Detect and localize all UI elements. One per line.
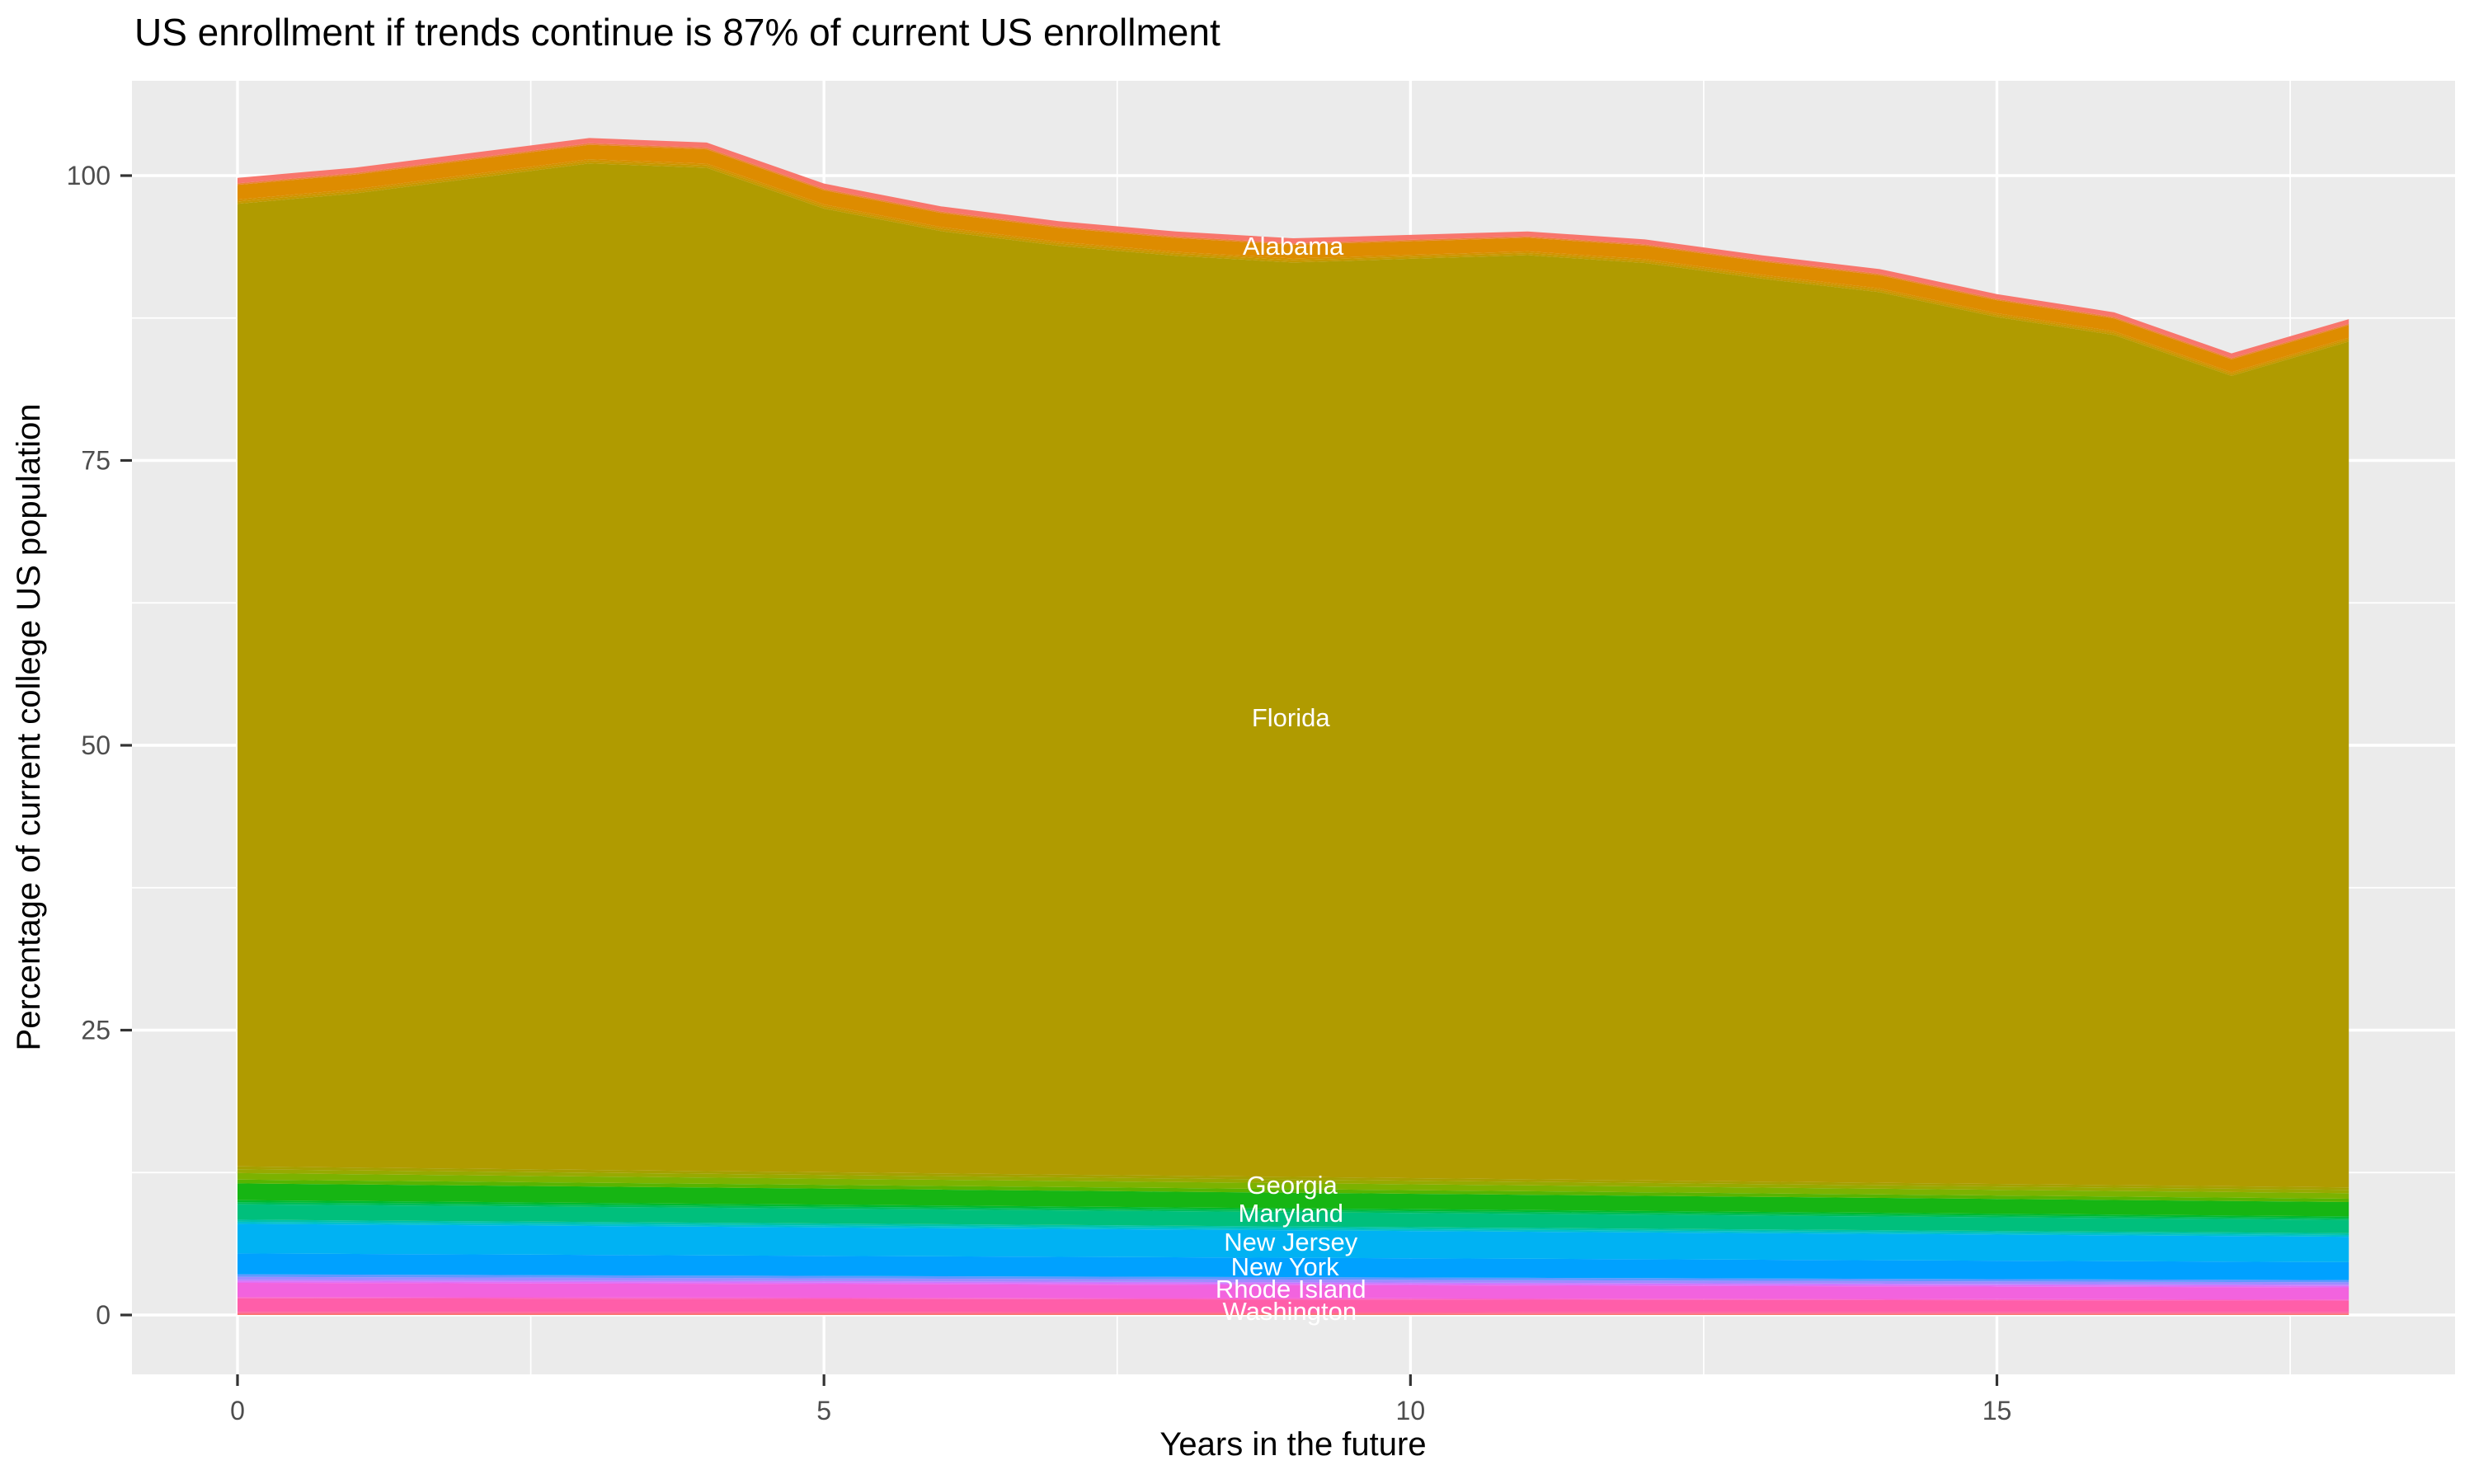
x-tick-label: 0 <box>230 1396 245 1425</box>
x-axis-title: Years in the future <box>1159 1426 1426 1463</box>
area-band-georgia <box>238 1183 2349 1217</box>
area-label-florida: Florida <box>1252 703 1331 732</box>
x-tick-label: 10 <box>1396 1396 1426 1425</box>
area-band-hairline-14 <box>238 1169 2349 1194</box>
area-band-hairline-11 <box>238 1200 2349 1219</box>
area-band-alabama <box>238 138 2349 359</box>
area-band-hairline-12 <box>238 1179 2349 1202</box>
area-band-hairline-13 <box>238 1172 2349 1199</box>
y-tick-label: 100 <box>67 161 111 190</box>
area-band-orange-unlabeled <box>238 144 2349 373</box>
y-tick-label: 50 <box>81 730 111 760</box>
x-tick-label: 15 <box>1982 1396 2012 1425</box>
area-band-hairline-6 <box>238 1276 2349 1285</box>
area-band-washington <box>238 1298 2349 1313</box>
y-tick-label: 0 <box>96 1300 111 1330</box>
area-label-new-york: New York <box>1231 1252 1339 1281</box>
area-band-maryland <box>238 1204 2349 1233</box>
area-band-hairline-15 <box>238 1166 2349 1190</box>
area-band-new-jersey <box>238 1223 2349 1262</box>
area-label-washington: Washington <box>1223 1297 1357 1326</box>
area-band-hairline-7 <box>238 1274 2349 1283</box>
area-label-georgia: Georgia <box>1247 1171 1338 1200</box>
area-band-hairline-3 <box>238 1297 2349 1301</box>
x-tick-label: 5 <box>816 1396 831 1425</box>
area-band-new-york <box>238 1253 2349 1280</box>
area-band-hairline-4 <box>238 1281 2349 1288</box>
y-tick-label: 25 <box>81 1016 111 1045</box>
area-label-maryland: Maryland <box>1239 1199 1344 1228</box>
area-band-hairline-10 <box>238 1202 2349 1220</box>
area-label-rhode-island: Rhode Island <box>1216 1275 1366 1303</box>
y-tick-label: 75 <box>81 446 111 476</box>
area-band-bottom-hairline-1 <box>238 1313 2349 1315</box>
area-label-new-jersey: New Jersey <box>1224 1228 1357 1256</box>
area-band-bottom-hairline-2 <box>238 1312 2349 1314</box>
area-band-florida <box>238 163 2349 1188</box>
area-band-hairline-9 <box>238 1219 2349 1235</box>
axis-tick-labels: 0 5 10 15 0 25 50 75 100 <box>67 161 2012 1425</box>
area-label-alabama: Alabama <box>1243 232 1344 261</box>
area-band-hairline-5 <box>238 1280 2349 1286</box>
chart-title: US enrollment if trends continue is 87% … <box>134 11 1221 54</box>
area-band-rhode-island <box>238 1282 2349 1300</box>
y-axis-title: Percentage of current college US populat… <box>11 404 47 1051</box>
area-band-hairline-8 <box>238 1221 2349 1237</box>
stacked-areas <box>238 138 2349 1315</box>
axis-ticks <box>120 174 1999 1386</box>
